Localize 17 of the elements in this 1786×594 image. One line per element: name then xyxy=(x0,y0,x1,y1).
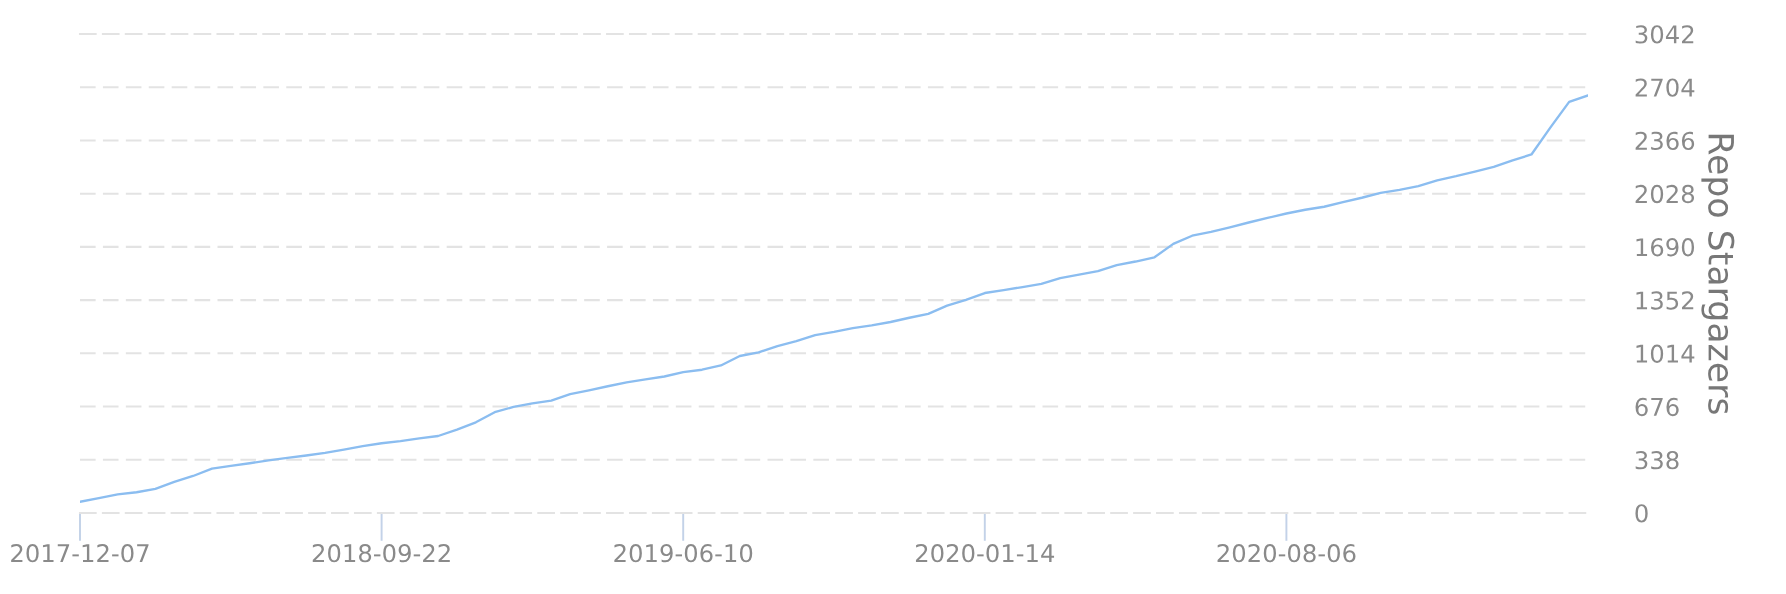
y-tick-label: 0 xyxy=(1635,504,1648,523)
y-tick-label: 338 xyxy=(1635,450,1679,470)
x-tick-label: 2020-08-06 xyxy=(1217,543,1356,563)
y-tick-label: 2704 xyxy=(1635,78,1695,97)
y-tick-label: 2366 xyxy=(1635,131,1695,151)
y-tick-label: 1690 xyxy=(1636,238,1695,257)
x-tick-label: 2019-06-10 xyxy=(614,543,753,563)
y-tick-label: 1352 xyxy=(1636,291,1694,310)
line-series xyxy=(80,94,1588,503)
x-tick-label: 2018-09-22 xyxy=(312,543,450,563)
x-tick-label: 2017-12-07 xyxy=(11,543,149,563)
y-axis-title: Repo Stargazers xyxy=(1701,134,1735,414)
y-tick-label: 1014 xyxy=(1636,344,1695,363)
x-tick-label: 2020-01-14 xyxy=(915,543,1055,563)
y-tick-label: 2028 xyxy=(1635,184,1695,204)
y-tick-label: 3042 xyxy=(1635,25,1694,44)
y-tick-label: 676 xyxy=(1635,397,1679,417)
